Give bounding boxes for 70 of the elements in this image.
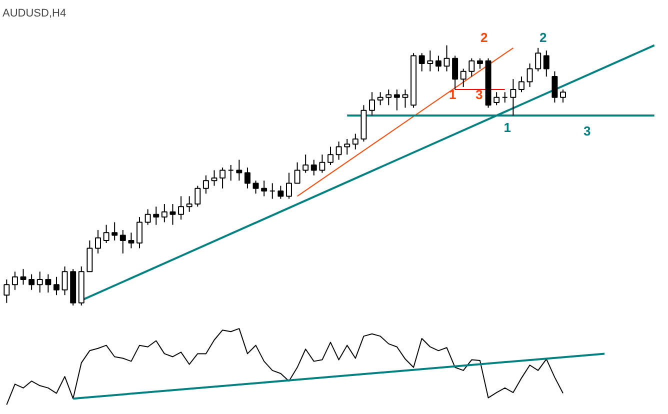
candlestick xyxy=(319,154,326,174)
candlestick xyxy=(452,55,458,90)
candlestick xyxy=(128,232,134,249)
candlestick xyxy=(336,141,342,160)
candlestick xyxy=(302,154,309,174)
text: 2 xyxy=(480,30,488,46)
candlestick xyxy=(62,266,68,296)
candlestick xyxy=(328,146,334,166)
candlestick xyxy=(402,89,408,108)
candlestick xyxy=(377,92,384,106)
candlestick xyxy=(86,240,93,272)
candlestick xyxy=(535,47,542,72)
candlestick xyxy=(460,68,466,88)
candlestick xyxy=(103,224,110,244)
candlestick xyxy=(369,92,376,116)
annotation: 3 xyxy=(476,87,483,102)
candlestick xyxy=(120,230,126,254)
candlestick xyxy=(244,167,250,189)
candlestick xyxy=(36,271,43,293)
candlestick xyxy=(444,44,450,72)
candlestick xyxy=(186,196,192,212)
candlestick xyxy=(252,180,259,194)
candlestick xyxy=(161,204,168,223)
candlestick xyxy=(170,204,176,226)
candlestick xyxy=(28,274,35,290)
candlestick xyxy=(386,89,392,106)
annotation: 1 xyxy=(504,120,511,135)
chart-title: AUDUSD,H4 xyxy=(2,8,66,20)
candlestick xyxy=(476,58,483,70)
candlestick xyxy=(560,89,566,104)
candlestick xyxy=(228,164,234,182)
candlestick xyxy=(543,50,550,78)
candlestick xyxy=(153,206,160,226)
candlestick xyxy=(435,55,442,72)
candlestick xyxy=(53,276,60,296)
annotation: 3 xyxy=(583,124,591,139)
candlestick xyxy=(468,58,475,78)
candlestick xyxy=(278,185,284,200)
candlestick xyxy=(236,159,242,182)
candlestick xyxy=(427,50,434,72)
candlestick xyxy=(45,274,52,293)
candlestick xyxy=(294,162,300,184)
candlestick xyxy=(344,138,350,156)
candlestick xyxy=(418,52,425,72)
text: 2 xyxy=(539,30,547,46)
candlestick xyxy=(136,216,143,249)
candlestick xyxy=(352,133,358,150)
candlestick xyxy=(286,172,292,200)
candlestick xyxy=(261,180,268,197)
candlestick xyxy=(526,63,533,88)
annotation: 1 xyxy=(448,87,456,102)
candlestick xyxy=(518,76,524,93)
candlestick xyxy=(552,70,558,104)
candlestick xyxy=(20,268,26,286)
candlestick xyxy=(394,89,400,111)
candlestick xyxy=(269,182,276,200)
candlestick xyxy=(4,278,10,304)
candlestick xyxy=(502,92,508,104)
candlestick xyxy=(494,92,500,106)
candlestick xyxy=(12,271,18,290)
candlestick xyxy=(220,167,226,189)
candlestick xyxy=(194,185,201,208)
candlestick xyxy=(310,159,317,176)
candlestick xyxy=(178,196,184,220)
candlestick xyxy=(211,170,218,186)
candlestick xyxy=(95,230,101,254)
candlestick xyxy=(112,222,118,241)
candlestick xyxy=(202,174,209,194)
candlestick xyxy=(144,208,151,226)
candlestick xyxy=(510,78,516,116)
